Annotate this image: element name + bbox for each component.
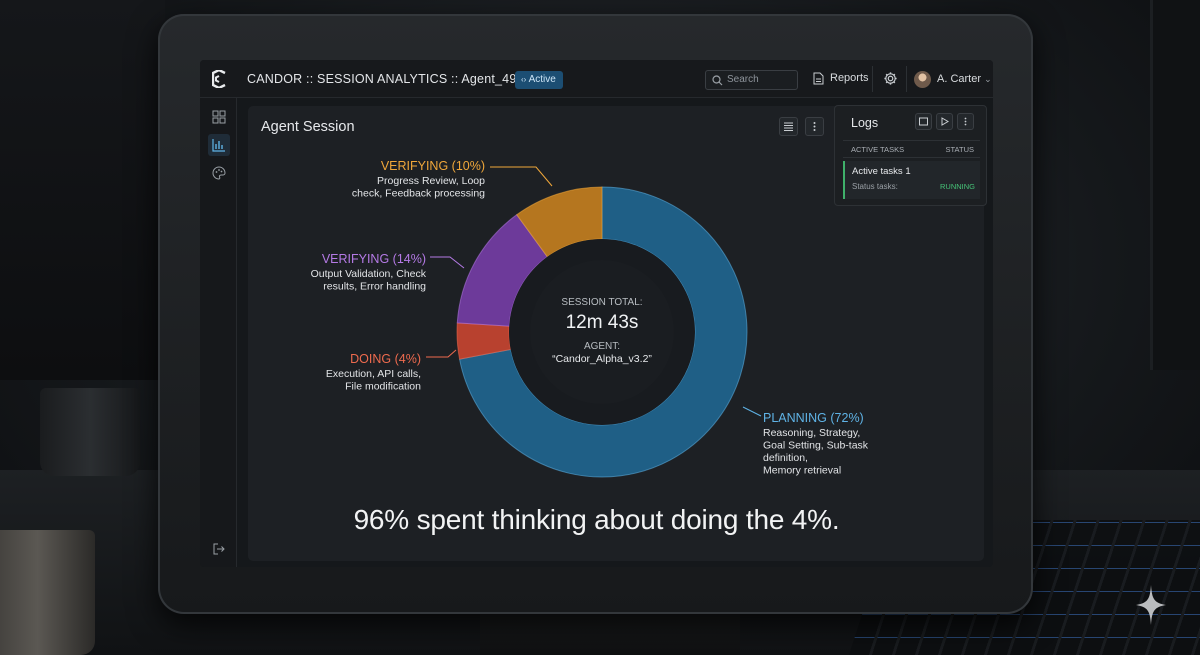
leader-line-verifying-14 — [430, 256, 465, 269]
label-doing-desc: File modification — [345, 381, 421, 393]
label-verifying-10-desc: Progress Review, Loop — [377, 175, 485, 187]
logs-window-button[interactable] — [915, 113, 932, 130]
window-icon — [919, 117, 928, 126]
center-label: SESSION TOTAL: — [561, 297, 642, 308]
status-badge-label: Active — [528, 74, 556, 85]
donut-center — [530, 260, 674, 404]
sparkle-icon — [1136, 585, 1166, 625]
label-verifying-10: VERIFYING (10%) — [381, 159, 485, 173]
logs-panel: Logs ACTIVE TASKS STATUS Active tasks 1 … — [834, 105, 987, 206]
label-verifying-14-desc: Output Validation, Check — [311, 268, 427, 280]
badge-arrows-icon: ‹› — [521, 75, 527, 84]
label-doing-desc: Execution, API calls, — [326, 368, 421, 380]
divider — [872, 66, 873, 92]
app-screen: CANDOR :: SESSION ANALYTICS :: Agent_49b… — [200, 60, 993, 567]
list-icon — [784, 122, 793, 131]
more-vertical-icon — [813, 122, 816, 131]
candor-logo-icon — [212, 70, 226, 88]
panel-title: Agent Session — [261, 119, 355, 135]
leader-line-planning — [742, 406, 762, 417]
col-active-tasks: ACTIVE TASKS — [851, 145, 905, 154]
task-status: RUNNING — [940, 182, 975, 191]
label-verifying-10-desc: check, Feedback processing — [352, 188, 485, 200]
logs-more-button[interactable] — [957, 113, 974, 130]
background-mug — [40, 388, 140, 476]
caption-overlay: 96% spent thinking about doing the 4%. — [353, 504, 840, 535]
grid-icon — [212, 110, 226, 124]
task-name: Active tasks 1 — [852, 166, 911, 177]
session-donut-chart: SESSION TOTAL: 12m 43s AGENT: “Candor_Al… — [311, 159, 869, 478]
foreground-mug — [0, 530, 95, 655]
search-placeholder: Search — [727, 74, 759, 85]
more-options-button[interactable] — [805, 117, 824, 136]
leader-line-doing — [426, 349, 457, 358]
sidebar-item-themes[interactable] — [208, 162, 230, 184]
label-planning-desc: Reasoning, Strategy, — [763, 427, 860, 439]
sidebar — [200, 98, 237, 567]
more-vertical-icon — [964, 117, 967, 126]
play-icon — [941, 117, 949, 126]
label-verifying-14-desc: results, Error handling — [323, 281, 426, 293]
divider — [906, 66, 907, 92]
search-icon — [712, 75, 723, 86]
status-badge: ‹› Active — [515, 71, 563, 89]
app-title: CANDOR :: SESSION ANALYTICS :: Agent_49b… — [247, 72, 538, 86]
reports-label: Reports — [830, 72, 869, 84]
user-name: A. Carter — [937, 73, 982, 85]
table-row[interactable]: Active tasks 1 Status tasks: RUNNING — [843, 161, 980, 199]
col-status: STATUS — [945, 145, 974, 154]
document-icon — [813, 72, 824, 85]
label-doing: DOING (4%) — [350, 352, 421, 366]
center-total: 12m 43s — [566, 312, 639, 333]
task-sub-label: Status tasks: — [852, 182, 898, 191]
center-agent-label: AGENT: — [584, 341, 620, 352]
user-menu[interactable]: A. Carter ⌄ — [914, 71, 992, 88]
label-verifying-14: VERIFYING (14%) — [322, 252, 426, 266]
center-agent-name: “Candor_Alpha_v3.2” — [552, 353, 652, 365]
bar-chart-icon — [212, 139, 225, 152]
label-planning-desc: Memory retrieval — [763, 465, 841, 477]
sidebar-item-dashboard[interactable] — [208, 106, 230, 128]
label-planning-desc: Goal Setting, Sub-task — [763, 440, 869, 452]
chevron-down-icon: ⌄ — [984, 74, 992, 84]
palette-icon — [212, 166, 226, 180]
list-view-button[interactable] — [779, 117, 798, 136]
gear-icon[interactable] — [883, 71, 898, 86]
label-planning-desc: definition, — [763, 452, 808, 464]
background-speaker — [0, 0, 165, 380]
logout-icon — [213, 543, 225, 555]
leader-line-verifying-10 — [490, 166, 553, 187]
logs-title: Logs — [851, 116, 879, 130]
side-monitor — [1150, 0, 1200, 370]
reports-button[interactable]: Reports — [813, 72, 869, 85]
top-bar: CANDOR :: SESSION ANALYTICS :: Agent_49b… — [200, 60, 993, 98]
logs-play-button[interactable] — [936, 113, 953, 130]
logs-table-header: ACTIVE TASKS STATUS — [843, 140, 980, 158]
avatar — [914, 71, 931, 88]
sidebar-item-analytics[interactable] — [208, 134, 230, 156]
label-planning: PLANNING (72%) — [763, 411, 864, 425]
slice-verifying-10[interactable] — [516, 186, 603, 258]
logout-button[interactable] — [208, 538, 230, 560]
search-input[interactable]: Search — [705, 70, 798, 90]
